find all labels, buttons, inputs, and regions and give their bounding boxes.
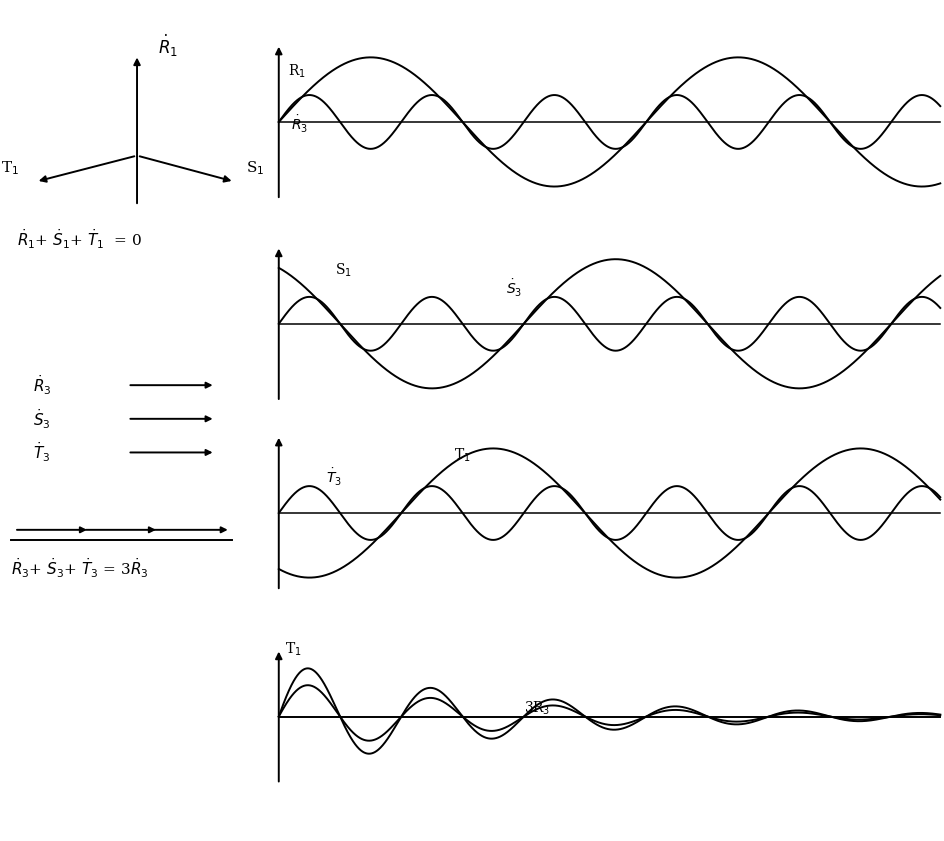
Text: $\dot{T}_3$: $\dot{T}_3$: [326, 467, 342, 488]
Text: $\dot{S}_3$: $\dot{S}_3$: [505, 278, 521, 299]
Text: $\dot{R}_1$+ $\dot{S}_1$+ $\dot{T}_1$  = 0: $\dot{R}_1$+ $\dot{S}_1$+ $\dot{T}_1$ = …: [17, 227, 142, 251]
Text: T$_1$: T$_1$: [453, 447, 470, 464]
Text: T$_1$: T$_1$: [285, 640, 302, 658]
Text: 3R$_3$: 3R$_3$: [524, 700, 550, 717]
Text: $\dot{R}_1$: $\dot{R}_1$: [158, 33, 177, 59]
Text: $\dot{T}_3$: $\dot{T}_3$: [33, 441, 50, 464]
Text: $\dot{S}_3$: $\dot{S}_3$: [33, 407, 51, 431]
Text: $\dot{R}_3$: $\dot{R}_3$: [291, 114, 308, 135]
Text: S$_1$: S$_1$: [335, 262, 352, 279]
Text: R$_1$: R$_1$: [288, 62, 306, 80]
Text: $\dot{R}_3$: $\dot{R}_3$: [33, 373, 52, 397]
Text: T$_1$: T$_1$: [1, 159, 19, 177]
Text: $\dot{R}_3$+ $\dot{S}_3$+ $\dot{T}_3$ = 3$\dot{R}_3$: $\dot{R}_3$+ $\dot{S}_3$+ $\dot{T}_3$ = …: [11, 557, 149, 580]
Text: S$_1$: S$_1$: [245, 159, 263, 177]
